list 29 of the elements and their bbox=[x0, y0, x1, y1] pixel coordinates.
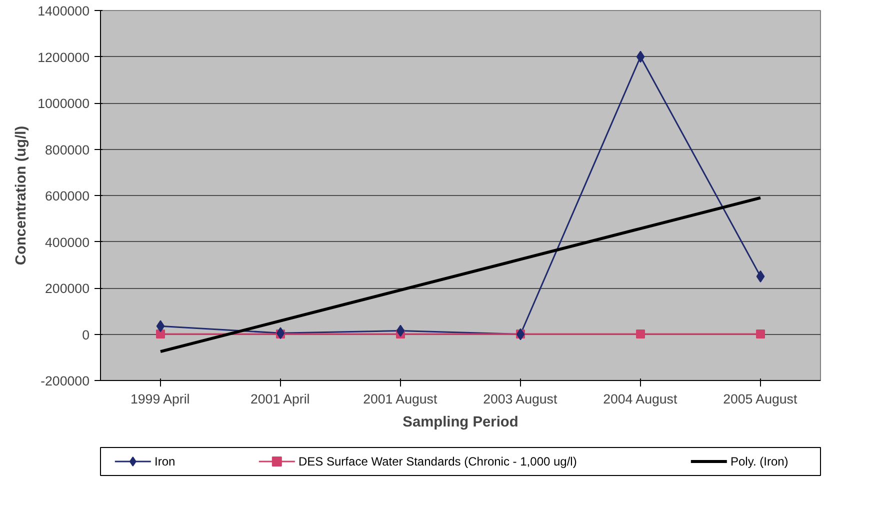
x-tick-label: 2001 August bbox=[363, 392, 438, 406]
y-tick-label: 1200000 bbox=[38, 50, 90, 65]
y-tick-label: 1400000 bbox=[38, 4, 90, 18]
x-tick-label: 2003 August bbox=[483, 392, 558, 406]
y-tick-label: 0 bbox=[82, 327, 90, 342]
x-tick-label: 2005 August bbox=[723, 392, 798, 406]
y-tick-label: -200000 bbox=[40, 374, 90, 388]
legend-label: Poly. (Iron) bbox=[730, 454, 788, 468]
point bbox=[156, 320, 165, 332]
x-tick-label: 1999 April bbox=[130, 392, 190, 406]
point bbox=[636, 330, 645, 339]
y-tick-label: 200000 bbox=[45, 281, 90, 296]
point bbox=[276, 327, 285, 340]
y-axis-title: Concentration (ug/l) bbox=[14, 126, 30, 266]
point bbox=[396, 324, 405, 337]
point bbox=[636, 50, 645, 63]
legend-label: DES Surface Water Standards (Chronic - 1,000 ug/l) bbox=[298, 454, 577, 468]
point bbox=[756, 270, 765, 282]
y-tick-label: 600000 bbox=[45, 188, 90, 204]
point bbox=[156, 330, 165, 339]
legend-label: Iron bbox=[154, 454, 176, 468]
x-tick-label: 2001 April bbox=[250, 392, 310, 406]
y-tick-label: 400000 bbox=[45, 234, 90, 250]
point bbox=[756, 330, 765, 339]
line-series bbox=[159, 196, 762, 354]
y-tick-label: 800000 bbox=[45, 142, 90, 158]
y-tick-label: 1000000 bbox=[38, 96, 90, 111]
x-axis-title: Sampling Period bbox=[402, 414, 518, 430]
x-tick-label: 2004 August bbox=[603, 392, 678, 406]
